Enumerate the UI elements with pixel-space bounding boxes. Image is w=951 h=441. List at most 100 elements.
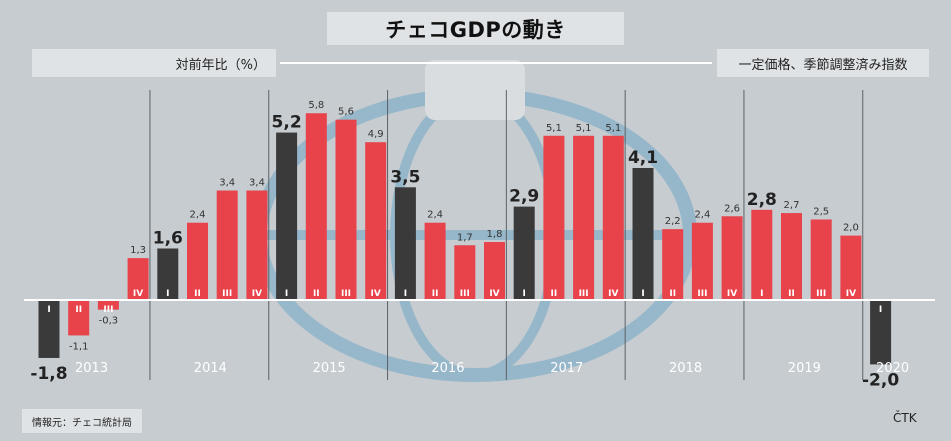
year-label-2014: 2014 — [194, 361, 227, 376]
bar-2014-I — [157, 248, 179, 300]
value-label: 4,1 — [628, 148, 658, 168]
value-label: 1,8 — [487, 229, 503, 240]
value-label: 2,4 — [190, 210, 206, 221]
subtitle-right: 一定価格、季節調整済み指数 — [717, 49, 929, 77]
quarter-label: III — [816, 289, 826, 299]
quarter-label: III — [341, 289, 351, 299]
bar-2016-IV — [484, 242, 505, 300]
value-label: 1,7 — [457, 232, 473, 243]
chart-title: チェコGDPの動き — [385, 17, 566, 42]
bar-2014-II — [187, 222, 208, 300]
quarter-label: IV — [133, 289, 143, 299]
bar-2019-I — [751, 209, 773, 300]
value-label: -1,1 — [69, 341, 89, 352]
quarter-label: IV — [371, 289, 381, 299]
value-label: 2,2 — [665, 216, 681, 227]
bar-2017-II — [543, 135, 565, 300]
subtitle-left: 対前年比（%） — [32, 49, 276, 77]
quarter-label: III — [222, 289, 232, 299]
bar-2017-IV — [602, 135, 624, 300]
bar-2016-II — [424, 222, 446, 300]
quarter-label: III — [460, 289, 470, 299]
quarter-label: I — [879, 305, 882, 315]
value-label: 5,1 — [546, 123, 562, 134]
bar-2014-III — [216, 190, 238, 300]
year-label-2015: 2015 — [313, 361, 346, 376]
quarter-label: I — [760, 289, 763, 299]
quarter-label: II — [75, 305, 82, 315]
quarter-label: I — [641, 289, 644, 299]
quarter-label: II — [432, 289, 439, 299]
value-label: 4,9 — [368, 129, 384, 140]
quarter-label: I — [47, 305, 50, 315]
quarter-label: III — [579, 289, 589, 299]
year-label-2020: 2020 — [876, 361, 909, 376]
bar-2015-III — [335, 119, 357, 301]
quarter-label: III — [103, 305, 113, 315]
subtitle-divider — [280, 62, 712, 64]
bar-2018-IV — [721, 216, 743, 300]
quarter-label: III — [697, 289, 707, 299]
quarter-label: IV — [727, 289, 737, 299]
value-label: 3,4 — [219, 178, 235, 189]
value-label: 2,0 — [843, 223, 859, 234]
quarter-label: II — [194, 289, 201, 299]
quarter-label: I — [285, 289, 288, 299]
value-label: 2,8 — [747, 190, 777, 210]
source-label: 情報元：チェコ統計局 — [22, 409, 142, 433]
value-label: 5,1 — [576, 123, 592, 134]
value-label: 1,6 — [153, 228, 183, 248]
bar-2018-II — [662, 229, 684, 300]
value-label: 2,7 — [784, 200, 800, 211]
bar-2018-III — [691, 222, 713, 300]
quarter-label: IV — [489, 289, 499, 299]
bar-2013-II — [68, 300, 90, 336]
quarter-label: II — [551, 289, 558, 299]
bar-2017-I — [513, 206, 535, 300]
bar-2015-II — [305, 113, 327, 301]
quarter-label: IV — [846, 289, 856, 299]
bar-2013-IV — [127, 258, 149, 300]
bar-2013-III — [97, 300, 119, 310]
value-label: 2,9 — [509, 187, 539, 207]
quarter-label: I — [166, 289, 169, 299]
quarter-label: I — [523, 289, 526, 299]
year-label-2013: 2013 — [75, 361, 108, 376]
value-label: 3,4 — [249, 178, 265, 189]
year-label-2017: 2017 — [550, 361, 583, 376]
value-label: 2,4 — [694, 210, 710, 221]
value-label: 5,2 — [272, 113, 302, 133]
value-label: 5,1 — [605, 123, 621, 134]
value-label: -0,3 — [99, 316, 119, 327]
bar-2015-IV — [365, 142, 387, 300]
value-label: 2,6 — [724, 203, 740, 214]
agency-label: ČTK — [893, 411, 917, 425]
year-label-2018: 2018 — [669, 361, 702, 376]
title-box: チェコGDPの動き — [327, 12, 624, 45]
bar-2018-I — [632, 167, 654, 300]
quarter-label: II — [788, 289, 795, 299]
value-label: 1,3 — [130, 245, 146, 256]
quarter-label: II — [313, 289, 320, 299]
bar-2016-III — [454, 245, 476, 300]
bar-2019-IV — [840, 235, 862, 300]
value-label: -1,8 — [30, 364, 67, 384]
bar-2017-III — [573, 135, 595, 300]
bar-2016-I — [394, 187, 416, 300]
quarter-label: II — [669, 289, 676, 299]
quarter-label: I — [404, 289, 407, 299]
value-label: 2,4 — [427, 210, 443, 221]
bar-2013-I — [38, 300, 60, 358]
bar-2015-I — [276, 132, 298, 300]
value-label: -2,0 — [862, 370, 899, 390]
bar-2020-I — [870, 300, 892, 365]
value-label: 5,8 — [308, 100, 324, 111]
quarter-label: IV — [252, 289, 262, 299]
year-label-2019: 2019 — [788, 361, 821, 376]
bar-2019-III — [810, 219, 832, 300]
bar-2019-II — [781, 213, 802, 300]
bar-2014-IV — [246, 190, 268, 300]
value-label: 5,6 — [338, 107, 354, 118]
value-label: 2,5 — [813, 207, 829, 218]
